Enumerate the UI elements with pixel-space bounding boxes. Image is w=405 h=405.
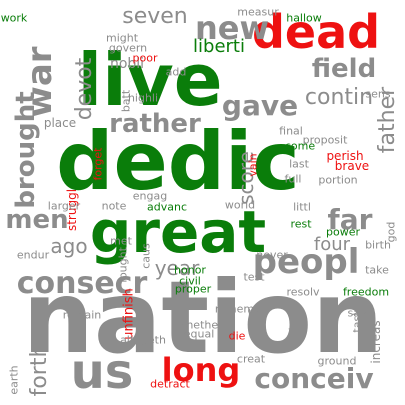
word: poor [132, 51, 158, 65]
word: task [350, 309, 364, 333]
word: honor [174, 263, 206, 277]
word: remain [62, 308, 102, 322]
word: portion [318, 173, 358, 187]
word: final [279, 124, 303, 138]
word: liberti [193, 36, 245, 57]
word: full [284, 172, 302, 186]
word: great [89, 198, 267, 266]
word: civil [179, 274, 201, 288]
word: larger [47, 199, 81, 213]
word: met [110, 234, 132, 248]
word: increas [369, 320, 383, 364]
word: highli [127, 91, 159, 105]
word: caus [139, 243, 153, 269]
word: proposit [302, 133, 348, 147]
word: take [365, 263, 389, 277]
word: rather [109, 109, 201, 139]
word: world [224, 198, 256, 212]
word: brought [11, 91, 41, 209]
word: engag [132, 189, 168, 203]
word: note [101, 199, 127, 213]
word: place [43, 116, 77, 130]
word: four [313, 234, 351, 255]
word: advanc [147, 200, 187, 214]
word: rest [290, 217, 312, 231]
word: peopl [252, 242, 360, 282]
word: test [243, 270, 265, 284]
word: conceiv [254, 362, 374, 395]
word: contin [304, 85, 374, 110]
word: last [289, 157, 309, 171]
word: might [105, 31, 139, 45]
word: new [194, 9, 270, 47]
word: brave [334, 159, 370, 173]
word: hallow [286, 11, 322, 25]
word: us [70, 344, 134, 400]
word: vain [246, 153, 260, 177]
word: nation [22, 259, 384, 376]
word: altogeth [120, 333, 166, 347]
word: freedom [342, 285, 390, 299]
word: proper [174, 282, 212, 296]
word: ground [317, 354, 357, 368]
word: equal [183, 327, 215, 341]
word: measur [237, 5, 279, 19]
word: long [161, 351, 241, 389]
word: dedic [56, 115, 300, 208]
word: never [256, 248, 288, 262]
word: men [5, 205, 69, 235]
word: endur [16, 248, 50, 262]
word: dead [251, 5, 381, 59]
word: littl [293, 200, 311, 214]
word: work [0, 11, 28, 25]
word: unfinish [121, 288, 137, 340]
word: forth [27, 343, 52, 397]
word: creat [236, 352, 266, 366]
word: devot [72, 57, 97, 121]
word: fit [288, 324, 300, 338]
word: field [311, 54, 377, 84]
word: die [228, 329, 246, 343]
word: ago [50, 234, 88, 258]
word: detract [150, 377, 190, 391]
word: sens [365, 87, 391, 101]
word: come [284, 139, 316, 153]
word: say [347, 306, 367, 320]
word: rememb [214, 302, 262, 316]
word: resolv [286, 285, 320, 299]
word: year [154, 256, 200, 280]
word: seven [122, 4, 188, 29]
word: govern [108, 41, 148, 55]
word: forget [91, 147, 105, 181]
word: perish [326, 149, 364, 163]
word: nobli [109, 56, 145, 72]
word: fought [116, 247, 130, 283]
word: live [77, 38, 223, 122]
word: far [327, 203, 373, 236]
word: power [326, 225, 360, 239]
word: consecr [16, 266, 148, 301]
word: gave [221, 89, 299, 122]
word: whether [177, 318, 223, 332]
word: add [165, 65, 187, 79]
word: thu [247, 306, 267, 320]
word: birth [365, 238, 391, 252]
word: earth [7, 365, 21, 395]
